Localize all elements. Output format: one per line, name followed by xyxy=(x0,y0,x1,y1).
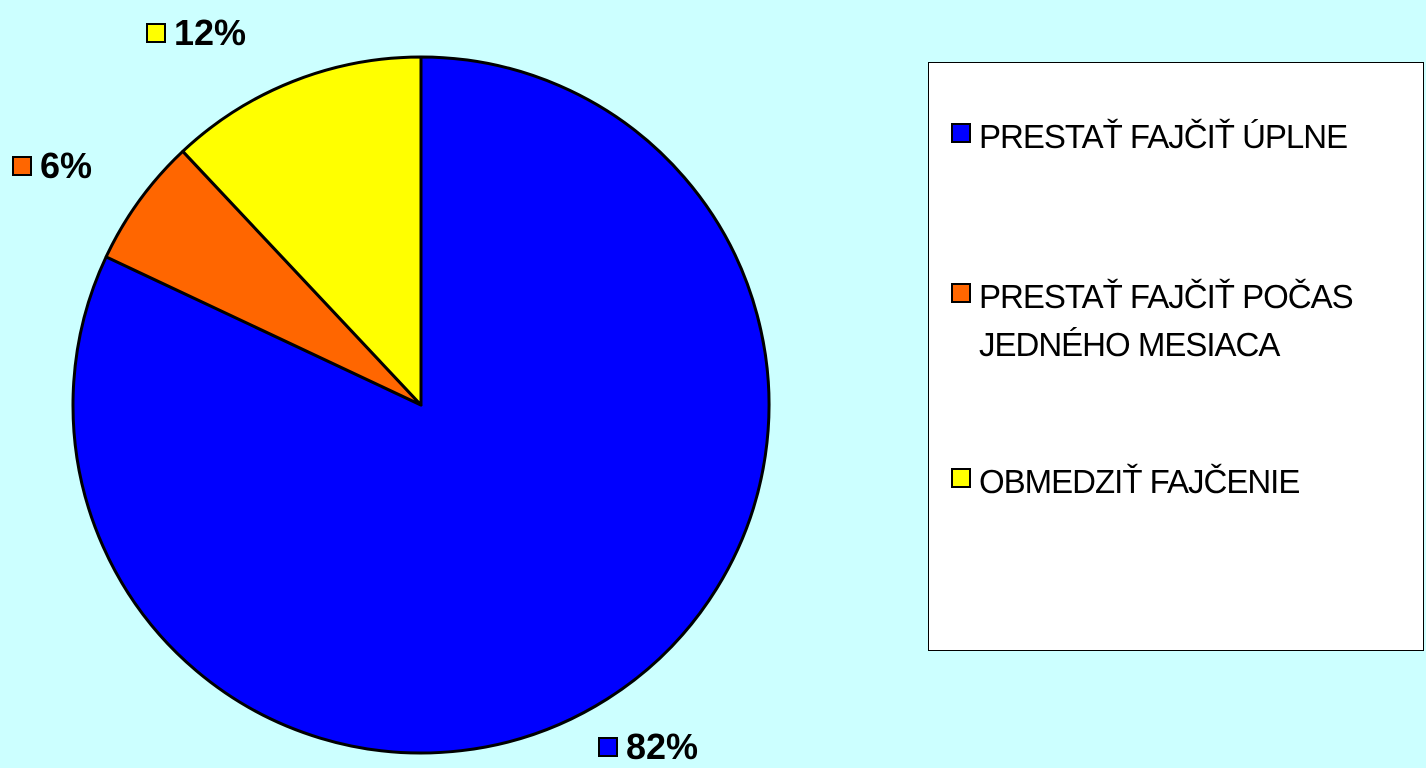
data-label-text: 6% xyxy=(40,145,93,186)
pie-slice-quit-one-month xyxy=(104,149,423,407)
data-label-swatch xyxy=(146,23,166,43)
data-label-text: 12% xyxy=(174,12,247,53)
data-label-12: 12% xyxy=(146,12,246,54)
data-label-swatch xyxy=(598,737,618,757)
data-label-text: 82% xyxy=(626,726,699,767)
legend-label: PRESTAŤ FAJČIŤ POČAS JEDNÉHO MESIACA xyxy=(979,278,1354,363)
data-label-6: 6% xyxy=(12,145,92,187)
data-label-82: 82% xyxy=(598,726,698,768)
pie-slice-quit-completely xyxy=(71,55,771,755)
legend-item-quit-completely: PRESTAŤ FAJČIŤ ÚPLNE xyxy=(951,113,1419,161)
data-label-swatch xyxy=(12,156,32,176)
legend-label: OBMEDZIŤ FAJČENIE xyxy=(979,463,1300,500)
pie-slice-limit-smoking xyxy=(181,55,423,407)
chart-legend: PRESTAŤ FAJČIŤ ÚPLNE PRESTAŤ FAJČIŤ POČA… xyxy=(928,62,1424,651)
legend-label: PRESTAŤ FAJČIŤ ÚPLNE xyxy=(979,118,1348,155)
legend-swatch xyxy=(951,283,971,303)
legend-item-limit-smoking: OBMEDZIŤ FAJČENIE xyxy=(951,458,1419,506)
pie-chart xyxy=(71,55,771,755)
legend-item-quit-one-month: PRESTAŤ FAJČIŤ POČAS JEDNÉHO MESIACA xyxy=(951,273,1419,369)
legend-swatch xyxy=(951,468,971,488)
legend-swatch xyxy=(951,123,971,143)
